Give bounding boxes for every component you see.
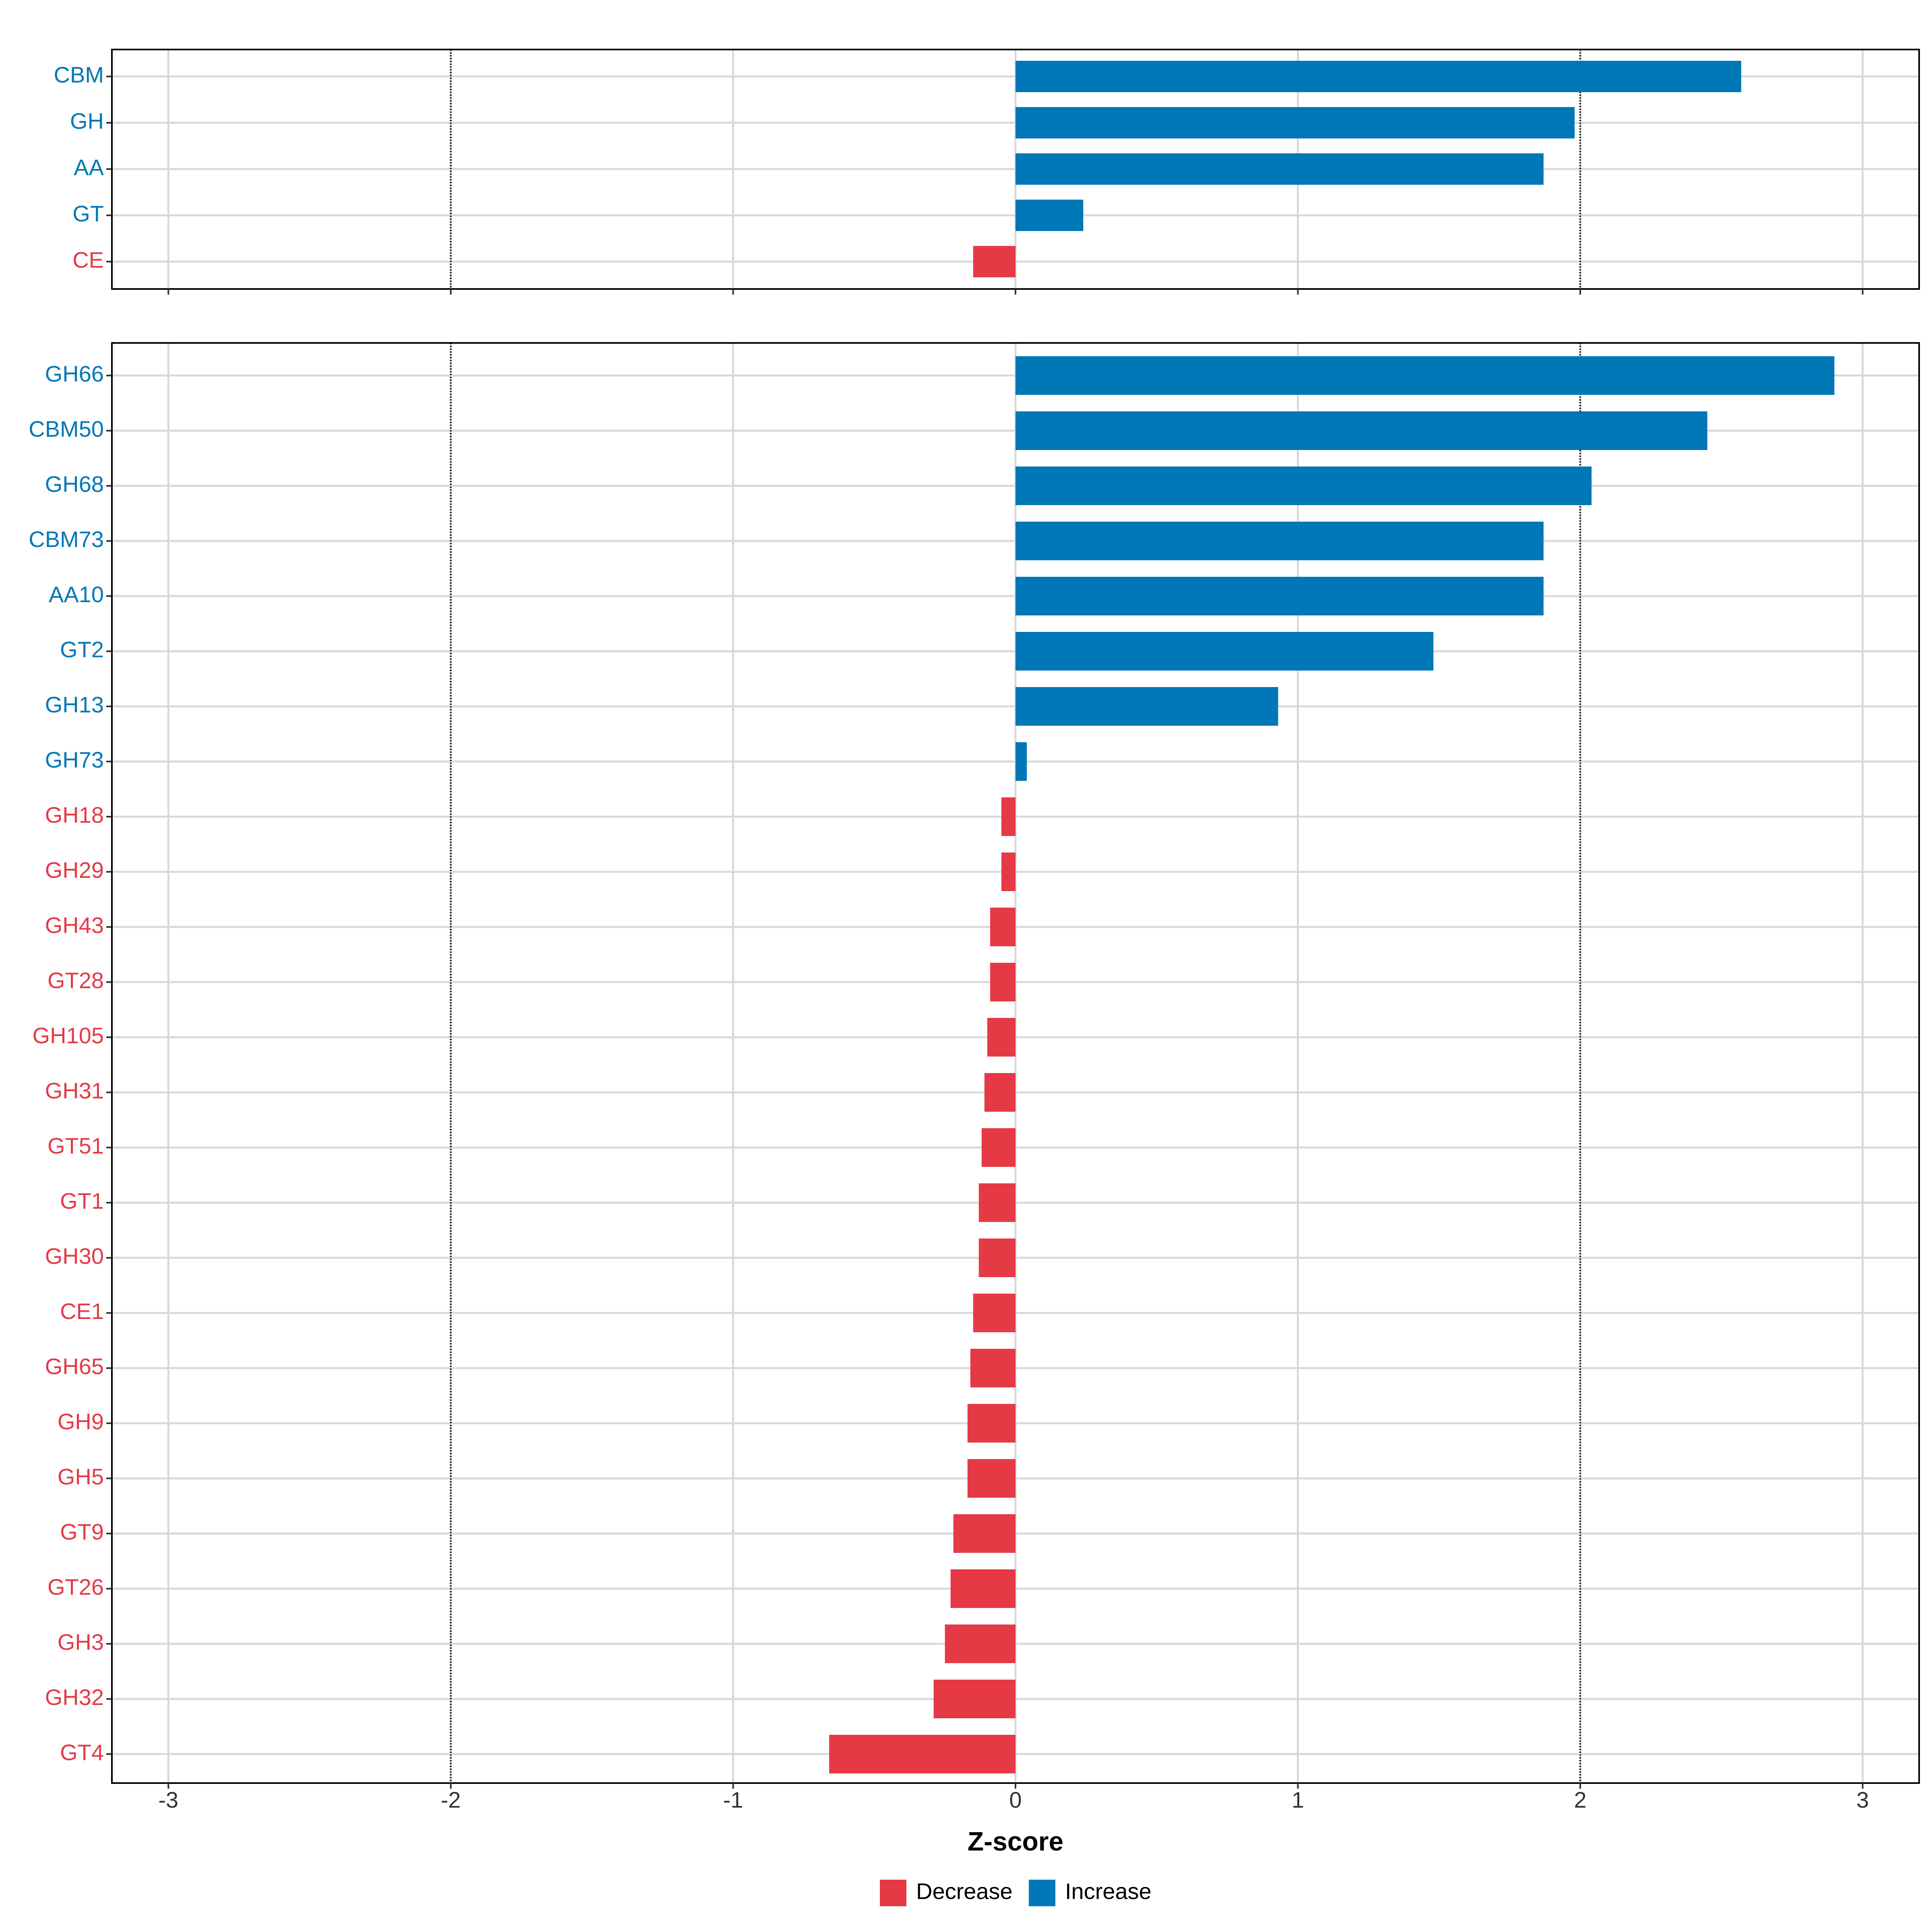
x-tick-label: 2 (1574, 1787, 1587, 1812)
bottom-bar-gh32 (933, 1680, 1016, 1718)
bottom-bar-gh105 (987, 1018, 1016, 1057)
bottom-category-label: GH31 (45, 1078, 104, 1103)
bottom-category-label: AA10 (49, 582, 104, 607)
legend-label-decrease: Decrease (916, 1878, 1013, 1904)
bottom-bar-gt2 (1016, 632, 1434, 671)
bottom-category-label: GH32 (45, 1684, 104, 1710)
top-category-label: GH (70, 108, 104, 134)
top-bar-gh (1016, 107, 1575, 138)
bottom-category-label: GT1 (60, 1188, 104, 1214)
top-category-label: CBM (54, 62, 104, 87)
bottom-category-label: CBM50 (29, 416, 104, 442)
bottom-category-label: GH105 (33, 1023, 104, 1048)
bottom-category-label: GT4 (60, 1740, 104, 1765)
legend-label-increase: Increase (1065, 1878, 1152, 1904)
bottom-category-label: CBM73 (29, 526, 104, 552)
bottom-category-label: GH68 (45, 471, 104, 497)
bottom-category-label: GH9 (58, 1409, 104, 1434)
x-tick-label: -2 (441, 1787, 461, 1812)
bottom-category-label: GH3 (58, 1629, 104, 1655)
bottom-bar-gh13 (1016, 687, 1278, 726)
x-axis-title: Z-score (968, 1826, 1063, 1856)
bottom-category-label: GT26 (47, 1574, 104, 1600)
bottom-category-label: GH13 (45, 692, 104, 717)
legend-swatch-decrease (880, 1880, 906, 1906)
bottom-bar-gh5 (967, 1459, 1016, 1498)
x-tick-label: -3 (158, 1787, 178, 1812)
bottom-category-label: GH65 (45, 1354, 104, 1379)
x-tick-label: 3 (1856, 1787, 1869, 1812)
legend-swatch-increase (1029, 1880, 1055, 1906)
bottom-category-label: CE1 (60, 1298, 104, 1324)
bottom-bar-gt4 (829, 1735, 1016, 1773)
bottom-category-label: GH30 (45, 1243, 104, 1269)
bottom-category-label: GH66 (45, 361, 104, 386)
bottom-category-label: GH29 (45, 857, 104, 883)
top-category-label: CE (72, 247, 104, 272)
top-bar-ce (973, 246, 1016, 277)
top-panel: CBM GH AA GT CE (54, 49, 1920, 295)
bottom-bar-gt28 (990, 963, 1016, 1001)
bottom-category-label: GT2 (60, 637, 104, 662)
x-tick-label: 0 (1009, 1787, 1022, 1812)
x-tick-label: 1 (1292, 1787, 1304, 1812)
bottom-bar-gh65 (970, 1349, 1016, 1387)
bottom-bar-gh18 (1001, 797, 1016, 836)
x-axis: -3 -2 -1 0 1 2 3 (158, 1787, 1869, 1812)
top-category-label: GT (72, 201, 104, 226)
top-bar-gt (1016, 200, 1084, 231)
bottom-bar-ce1 (973, 1294, 1016, 1332)
bottom-bar-cbm50 (1016, 411, 1707, 450)
x-tick-label: -1 (723, 1787, 743, 1812)
bottom-category-label: GT28 (47, 968, 104, 993)
bottom-category-label: GT9 (60, 1519, 104, 1544)
bottom-bar-gt26 (950, 1569, 1016, 1608)
bottom-category-label: GH43 (45, 912, 104, 938)
top-bar-cbm (1016, 61, 1742, 92)
bottom-category-label: GT51 (47, 1133, 104, 1158)
bottom-category-label: GH5 (58, 1464, 104, 1489)
bottom-bar-gh68 (1016, 466, 1592, 505)
bottom-category-label: GH73 (45, 747, 104, 772)
bottom-bar-gh66 (1016, 356, 1835, 395)
bottom-panel: GH66 CBM50 GH68 CBM73 AA10 GT2 GH13 GH73 GH18 GH2… (29, 342, 1920, 1789)
bottom-bar-gt51 (981, 1128, 1016, 1167)
top-bar-aa (1016, 153, 1544, 185)
bottom-bar-gh43 (990, 908, 1016, 946)
bottom-bar-gt9 (953, 1514, 1016, 1553)
legend: Decrease Increase (880, 1878, 1152, 1906)
bottom-bar-aa10 (1016, 577, 1544, 615)
bottom-bar-gh31 (984, 1073, 1016, 1112)
bottom-category-label: GH18 (45, 802, 104, 828)
bottom-bar-gh9 (967, 1404, 1016, 1443)
bottom-bar-gh73 (1016, 742, 1027, 781)
bottom-bar-gh29 (1001, 852, 1016, 891)
bottom-bar-gt1 (978, 1183, 1016, 1222)
top-category-label: AA (74, 155, 104, 180)
bottom-bar-cbm73 (1016, 522, 1544, 560)
bottom-bar-gh30 (978, 1238, 1016, 1277)
bottom-bar-gh3 (945, 1624, 1016, 1663)
